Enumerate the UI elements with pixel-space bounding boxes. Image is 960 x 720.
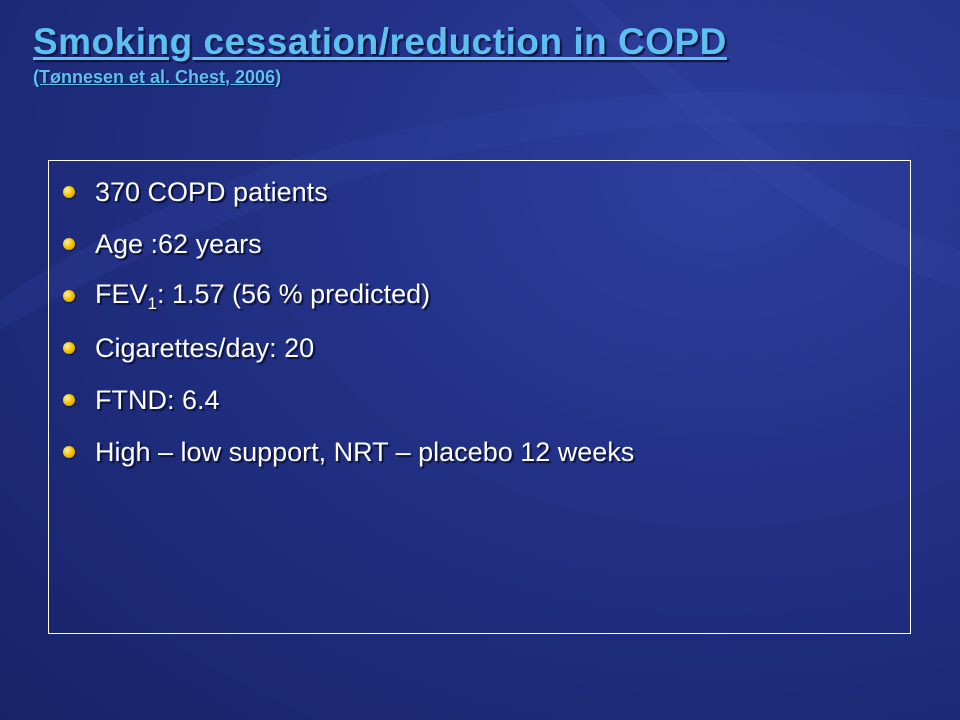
bullet-list: 370 COPD patients Age :62 years FEV1: 1.… — [63, 166, 634, 478]
fev-value: : 1.57 (56 % predicted) — [156, 278, 431, 309]
bullet-icon — [63, 446, 75, 458]
bullet-item: High – low support, NRT – placebo 12 wee… — [63, 426, 634, 478]
bullet-icon — [63, 238, 75, 250]
bullet-text: FEV1: 1.57 (56 % predicted) — [95, 279, 430, 314]
bullet-text: Age :62 years — [95, 228, 262, 259]
bullet-item: FEV1: 1.57 (56 % predicted) — [63, 270, 634, 322]
bullet-text: High – low support, NRT – placebo 12 wee… — [95, 436, 635, 467]
bullet-item: Cigarettes/day: 20 — [63, 322, 634, 374]
bullet-icon — [63, 186, 75, 198]
fev-subscript: 1 — [147, 293, 157, 313]
bullet-text: Cigarettes/day: 20 — [95, 332, 315, 363]
fev-label: FEV — [95, 278, 148, 309]
bullet-text: FTND: 6.4 — [95, 384, 220, 415]
bullet-item: 370 COPD patients — [63, 166, 634, 218]
bullet-item: FTND: 6.4 — [63, 374, 634, 426]
bullet-icon — [63, 342, 75, 354]
bullet-item: Age :62 years — [63, 218, 634, 270]
slide-subtitle: (Tønnesen et al. Chest, 2006) — [33, 67, 282, 87]
bullet-text: 370 COPD patients — [95, 176, 328, 207]
content-box: 370 COPD patients Age :62 years FEV1: 1.… — [48, 160, 911, 634]
bullet-icon — [63, 290, 75, 302]
bullet-icon — [63, 394, 75, 406]
title-block: Smoking cessation/reduction in COPD (Tøn… — [33, 20, 933, 88]
slide-title: Smoking cessation/reduction in COPD — [33, 21, 727, 62]
